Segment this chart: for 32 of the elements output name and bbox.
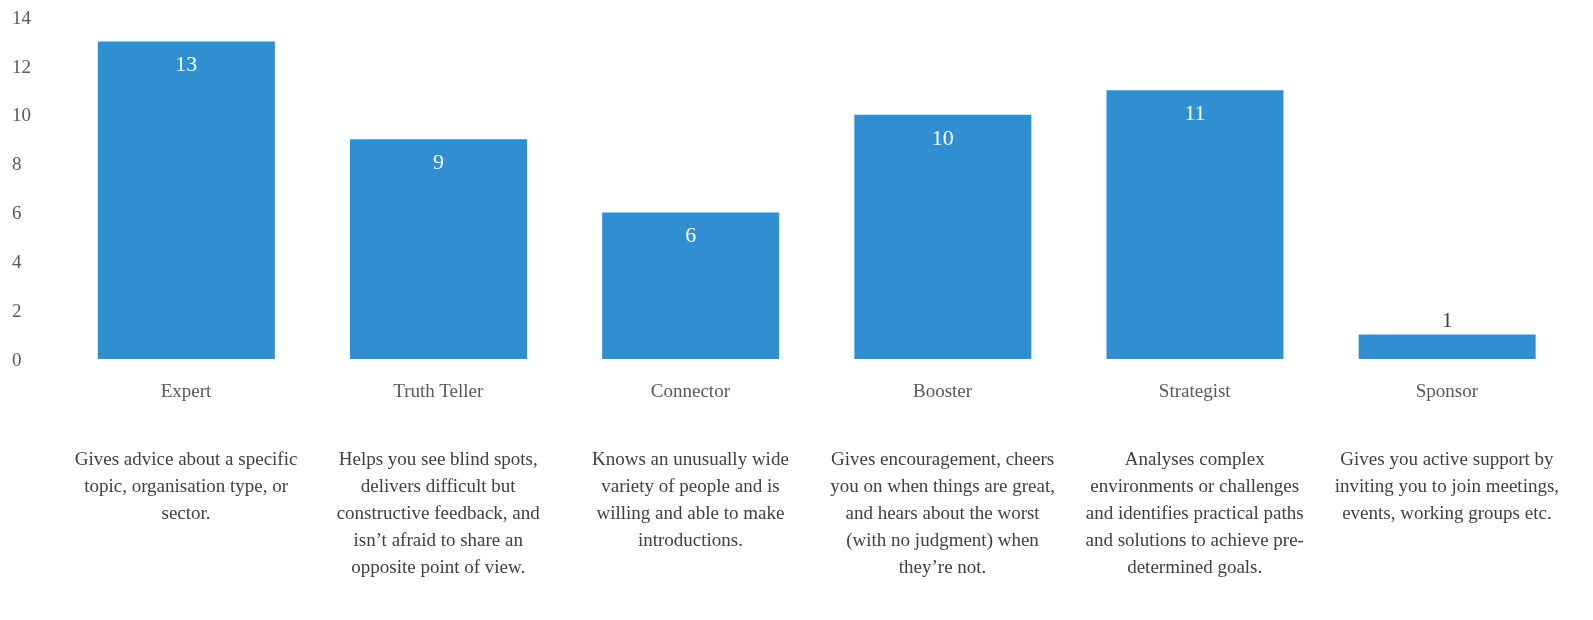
data-label: 11	[1184, 100, 1206, 126]
y-tick-label: 14	[12, 6, 32, 28]
y-tick-label: 0	[12, 348, 22, 370]
text: Gives encouragement, cheers you on when things are great, and hears about the worst (with no judgment) when they’re not.	[829, 447, 1056, 579]
data-label: 9	[432, 149, 444, 175]
data-label: 1	[1441, 306, 1453, 332]
x-tick-label: Truth Teller	[393, 380, 484, 401]
y-tick-label: 2	[12, 299, 22, 321]
text: Analyses complex environments or challenges and identifies practical paths and solutions to achieve pre-determined goals.	[1084, 447, 1305, 579]
text: Helps you see blind spots, delivers difficult but constructive feedback, and isn’t afraid to share an opposite point of view.	[335, 447, 541, 579]
bar	[602, 212, 780, 359]
data-label: 13	[175, 51, 198, 77]
x-tick-label: Booster	[913, 380, 973, 401]
data-label: 10	[931, 124, 954, 150]
y-tick-label: 10	[12, 104, 31, 126]
bar	[349, 139, 527, 359]
text: Knows an unusually wide variety of people and is willing and able to make introductions.	[591, 447, 790, 552]
x-tick-label: Sponsor	[1415, 380, 1479, 401]
data-label: 6	[685, 222, 697, 248]
x-tick-label: Strategist	[1158, 380, 1232, 401]
bar	[854, 114, 1032, 359]
bar	[1358, 334, 1536, 359]
y-tick-label: 6	[12, 202, 22, 224]
y-tick-label: 4	[12, 251, 22, 273]
x-tick-label: Expert	[160, 380, 213, 401]
bar	[97, 41, 275, 359]
x-tick-label: Connector	[650, 380, 731, 401]
bar	[1106, 90, 1284, 359]
text: Gives advice about a specific topic, organisation type, or sector.	[73, 447, 299, 525]
y-tick-label: 8	[12, 153, 22, 175]
y-tick-label: 12	[12, 55, 31, 77]
text: Gives you active support by inviting you to join meetings, events, working groups etc.	[1333, 447, 1561, 525]
